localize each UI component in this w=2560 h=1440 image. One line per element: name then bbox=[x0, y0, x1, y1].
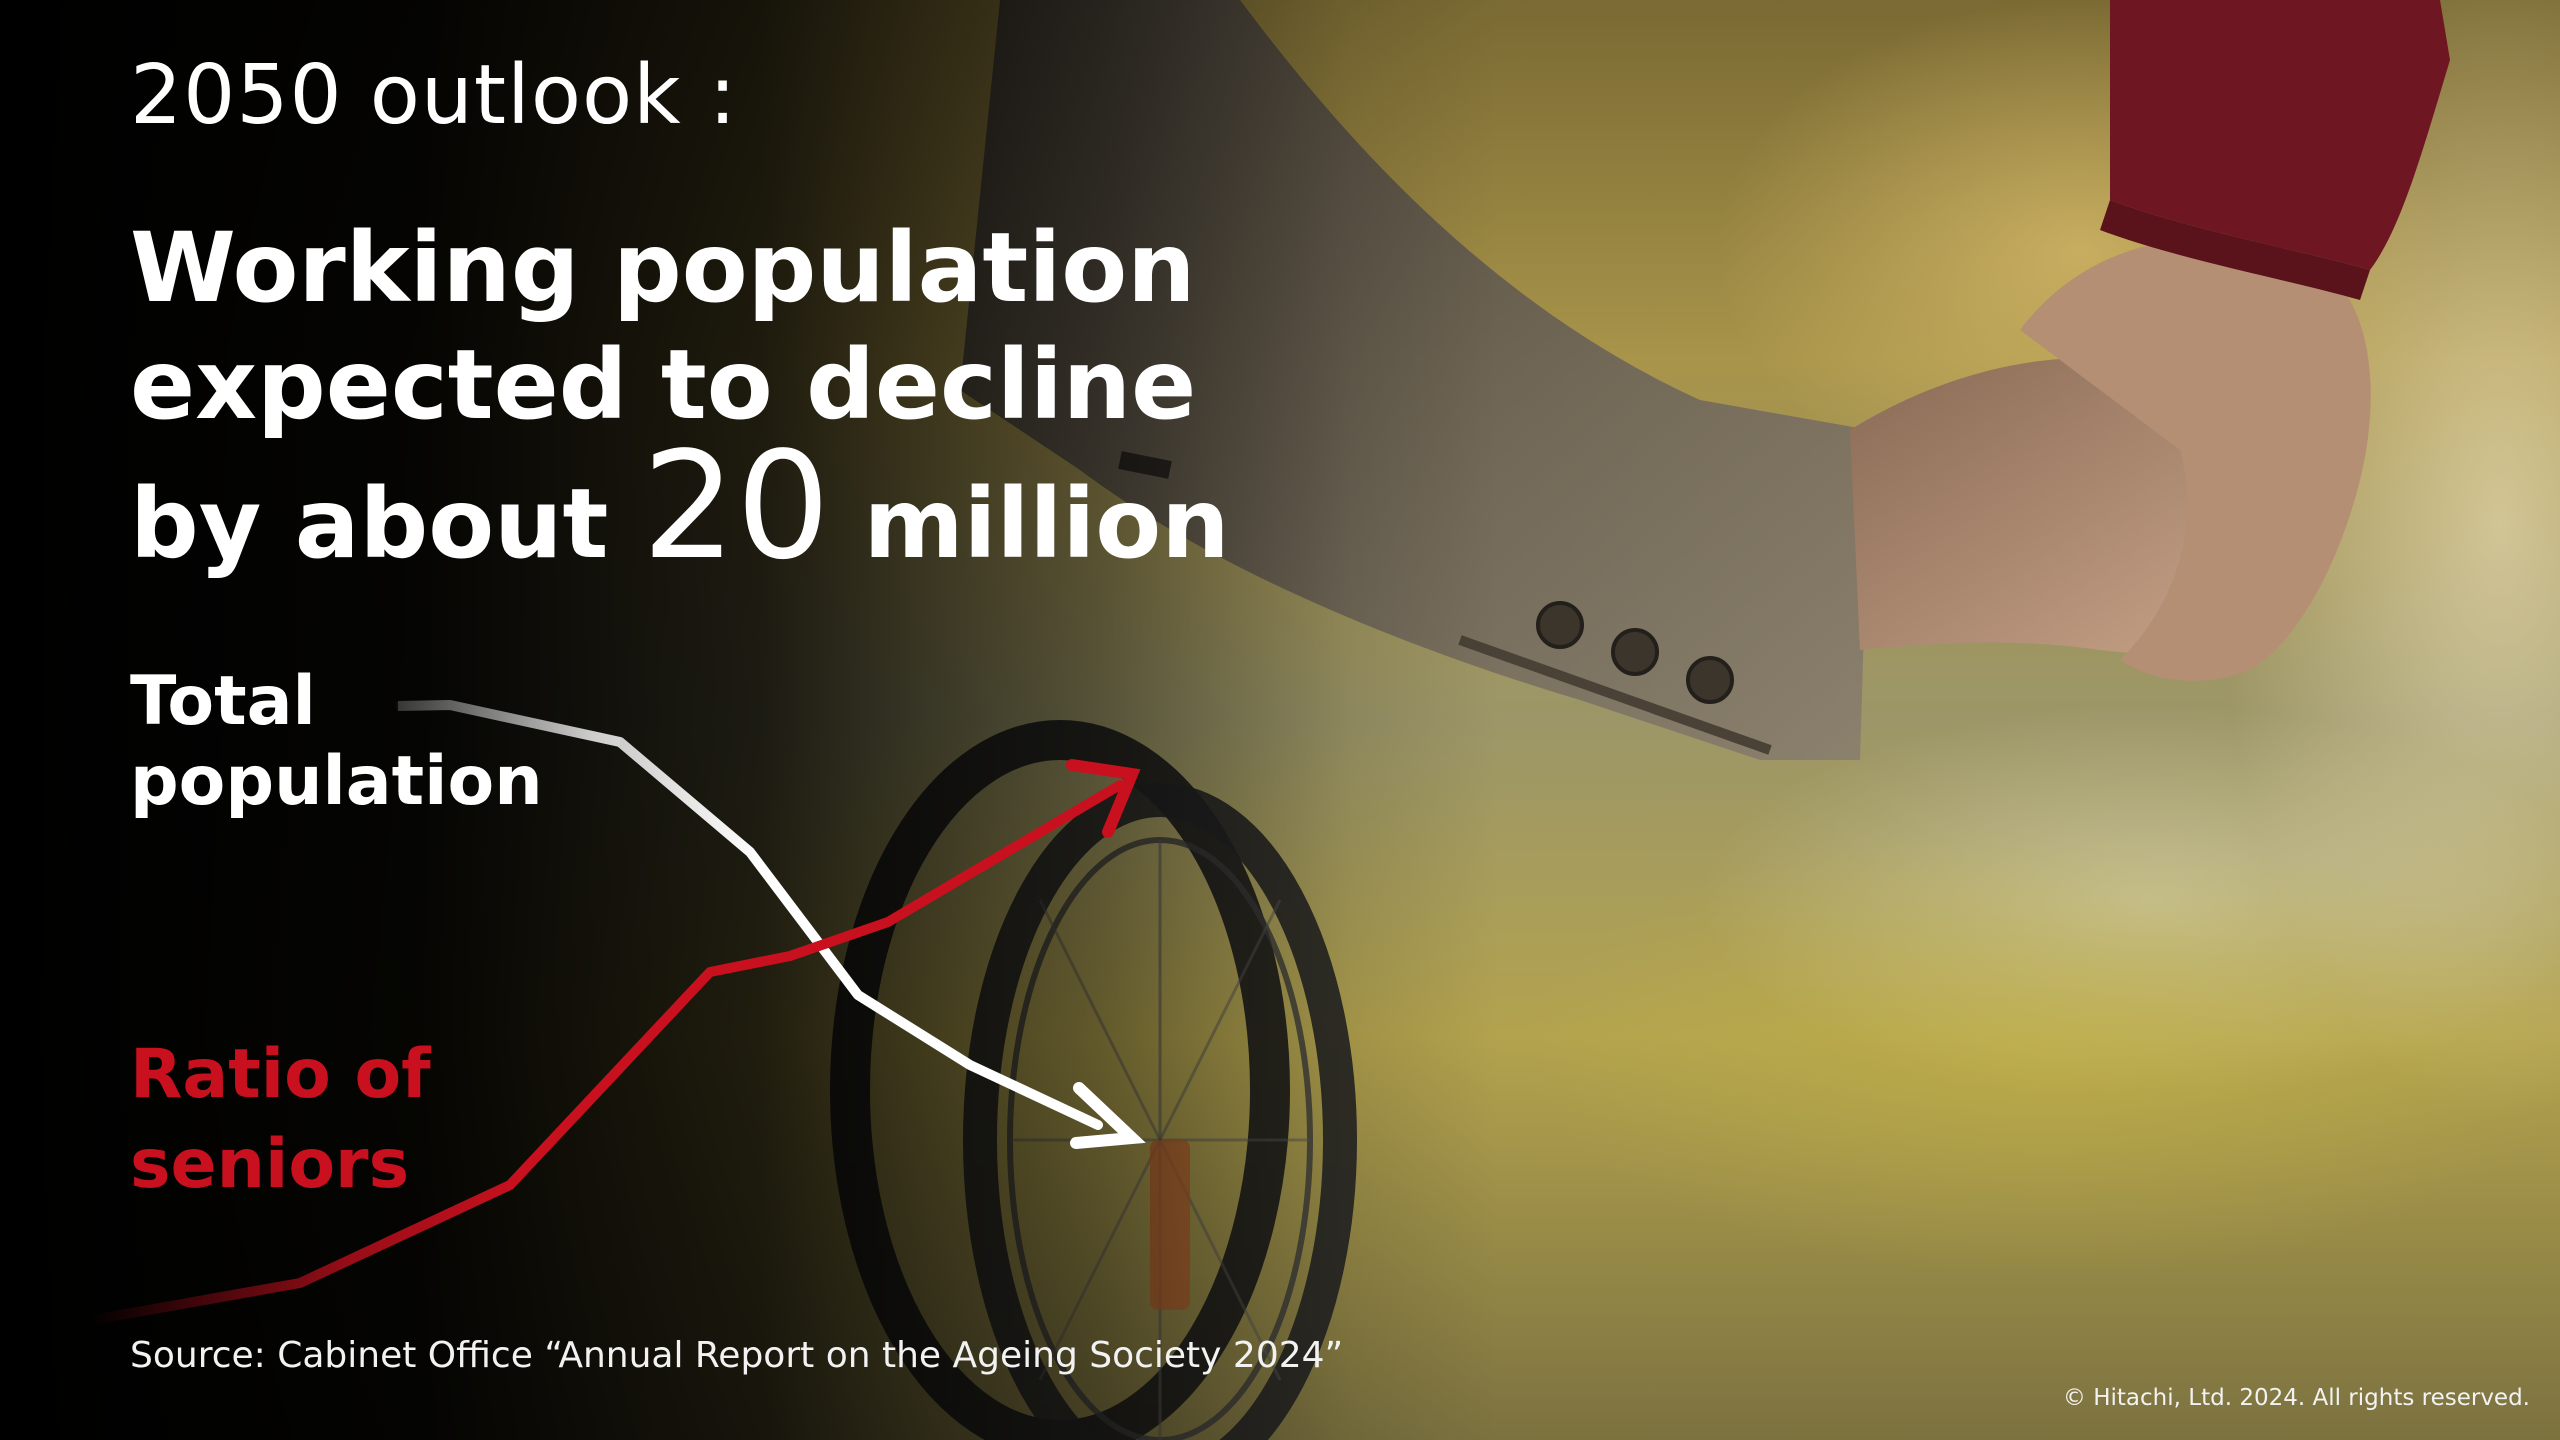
ratio-of-seniors-label-line-1: Ratio of bbox=[130, 1035, 431, 1114]
total-population-label-line-1: Total bbox=[130, 662, 316, 741]
headline: Working population expected to decline b… bbox=[130, 210, 1230, 583]
copyright-notice: © Hitachi, Ltd. 2024. All rights reserve… bbox=[2062, 1385, 2530, 1411]
ratio-of-seniors-label-line-2: seniors bbox=[130, 1125, 410, 1204]
ratio-of-seniors-label: Ratio of seniors bbox=[130, 1030, 431, 1210]
headline-line-1: Working population bbox=[130, 212, 1196, 324]
source-note: Source: Cabinet Office “Annual Report on… bbox=[130, 1335, 1344, 1376]
total-population-line bbox=[395, 700, 1146, 1149]
headline-by-about: by about bbox=[130, 468, 642, 580]
headline-number: 20 bbox=[641, 420, 831, 592]
ratio-of-seniors-line bbox=[87, 759, 1141, 1325]
headline-line-3: by about 20 million bbox=[130, 432, 1230, 583]
arrow-down-icon bbox=[1070, 1082, 1146, 1149]
total-population-label: Total population bbox=[130, 662, 543, 822]
outlook-label: 2050 outlook : bbox=[130, 48, 738, 143]
arrow-up-icon bbox=[1066, 759, 1141, 838]
headline-million: million bbox=[830, 468, 1230, 580]
total-population-label-line-2: population bbox=[130, 742, 543, 821]
headline-line-2: expected to decline bbox=[130, 329, 1197, 441]
